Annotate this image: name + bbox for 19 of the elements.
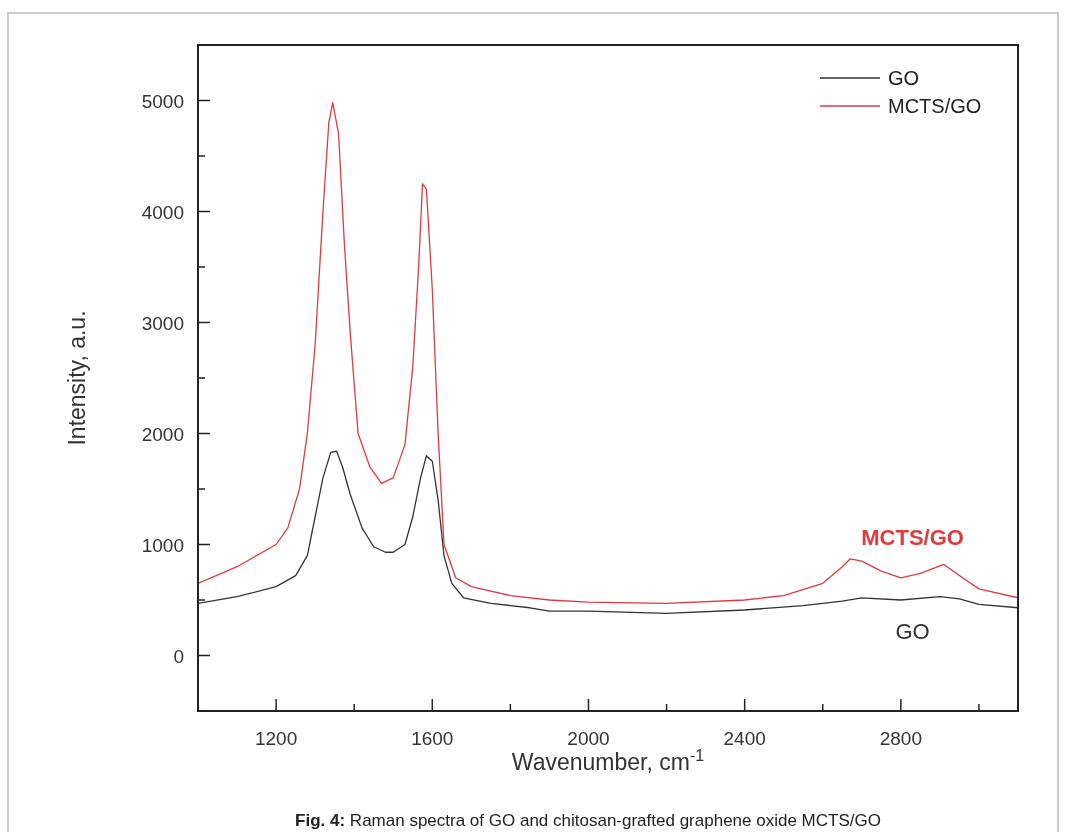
y-tick-label: 5000 [141,90,184,112]
y-tick-label: 1000 [141,534,184,556]
y-tick-label: 0 [173,645,184,667]
x-tick-label: 2800 [879,728,922,749]
x-tick-label: 1600 [411,728,454,749]
line-series [198,450,1018,614]
x-axis-title: Wavenumber, cm$^{-1}$ [511,746,705,775]
legend-label: GO [888,67,920,89]
y-axis-title: Intensity, a.u. [64,310,90,446]
y-tick-label: 4000 [141,201,184,223]
x-tick-label: 2400 [723,728,766,749]
legend-label: MCTS/GO [888,95,982,117]
x-tick-label: 2000 [567,728,610,749]
y-tick-label: 2000 [141,423,184,445]
y-tick-label: 3000 [141,312,184,334]
caption: Fig. 4: Raman spectra of GO and chitosan-grafted graphene oxide MCTS/GO [295,811,881,830]
annotation: MCTS/GO [861,524,964,550]
x-tick-label: 1200 [254,728,298,749]
annotation: GO [895,618,930,644]
